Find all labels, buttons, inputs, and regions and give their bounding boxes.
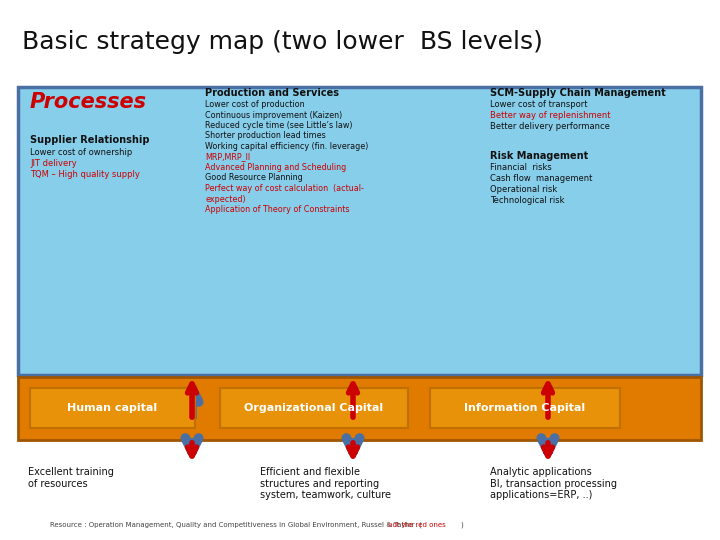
Text: expected): expected) <box>205 194 246 204</box>
Text: Technological risk: Technological risk <box>490 196 564 205</box>
Text: Lower cost of transport: Lower cost of transport <box>490 100 588 109</box>
Text: Better delivery performance: Better delivery performance <box>490 122 610 131</box>
Text: Advanced Planning and Scheduling: Advanced Planning and Scheduling <box>205 163 346 172</box>
Text: Production and Services: Production and Services <box>205 88 339 98</box>
Text: Supplier Relationship: Supplier Relationship <box>30 135 150 145</box>
Text: Financial  risks: Financial risks <box>490 163 552 172</box>
FancyBboxPatch shape <box>220 388 408 428</box>
Text: Better way of replenishment: Better way of replenishment <box>490 111 611 120</box>
FancyBboxPatch shape <box>430 388 620 428</box>
Text: Cash flow  management: Cash flow management <box>490 174 593 183</box>
Text: Organizational Capital: Organizational Capital <box>244 403 384 413</box>
Text: Good Resource Planning: Good Resource Planning <box>205 173 302 183</box>
Text: MRP,MRP_II: MRP,MRP_II <box>205 152 250 161</box>
Text: Resource : Operation Management, Quality and Competitiveness in Global Environme: Resource : Operation Management, Quality… <box>50 522 422 528</box>
Text: TQM – High quality supply: TQM – High quality supply <box>30 170 140 179</box>
Text: Working capital efficiency (fin. leverage): Working capital efficiency (fin. leverag… <box>205 142 369 151</box>
FancyBboxPatch shape <box>30 388 195 428</box>
Text: Continuous improvement (Kaizen): Continuous improvement (Kaizen) <box>205 111 342 119</box>
Text: Excellent training
of resources: Excellent training of resources <box>28 467 114 489</box>
Text: Analytic applications
BI, transaction processing
applications=ERP, ..): Analytic applications BI, transaction pr… <box>490 467 617 500</box>
Text: Operational risk: Operational risk <box>490 185 557 194</box>
FancyBboxPatch shape <box>18 377 701 440</box>
Text: Perfect way of cost calculation  (actual-: Perfect way of cost calculation (actual- <box>205 184 364 193</box>
Text: ): ) <box>460 522 463 528</box>
Text: JIT delivery: JIT delivery <box>30 159 77 168</box>
Text: SCM-Supply Chain Management: SCM-Supply Chain Management <box>490 88 666 98</box>
Text: Risk Management: Risk Management <box>490 151 588 161</box>
Text: Processes: Processes <box>30 92 147 112</box>
Text: not the red ones: not the red ones <box>388 522 446 528</box>
Text: Human capital: Human capital <box>67 403 157 413</box>
Text: Reduced cycle time (see Little’s law): Reduced cycle time (see Little’s law) <box>205 121 353 130</box>
Text: Shorter production lead times: Shorter production lead times <box>205 132 325 140</box>
Text: Information Capital: Information Capital <box>464 403 585 413</box>
Text: Efficient and flexible
structures and reporting
system, teamwork, culture: Efficient and flexible structures and re… <box>260 467 391 500</box>
Text: Lower cost of ownership: Lower cost of ownership <box>30 148 132 157</box>
Text: Lower cost of production: Lower cost of production <box>205 100 305 109</box>
FancyBboxPatch shape <box>18 87 701 375</box>
Text: Basic strategy map (two lower  BS levels): Basic strategy map (two lower BS levels) <box>22 30 543 54</box>
Text: Application of Theory of Constraints: Application of Theory of Constraints <box>205 205 349 214</box>
